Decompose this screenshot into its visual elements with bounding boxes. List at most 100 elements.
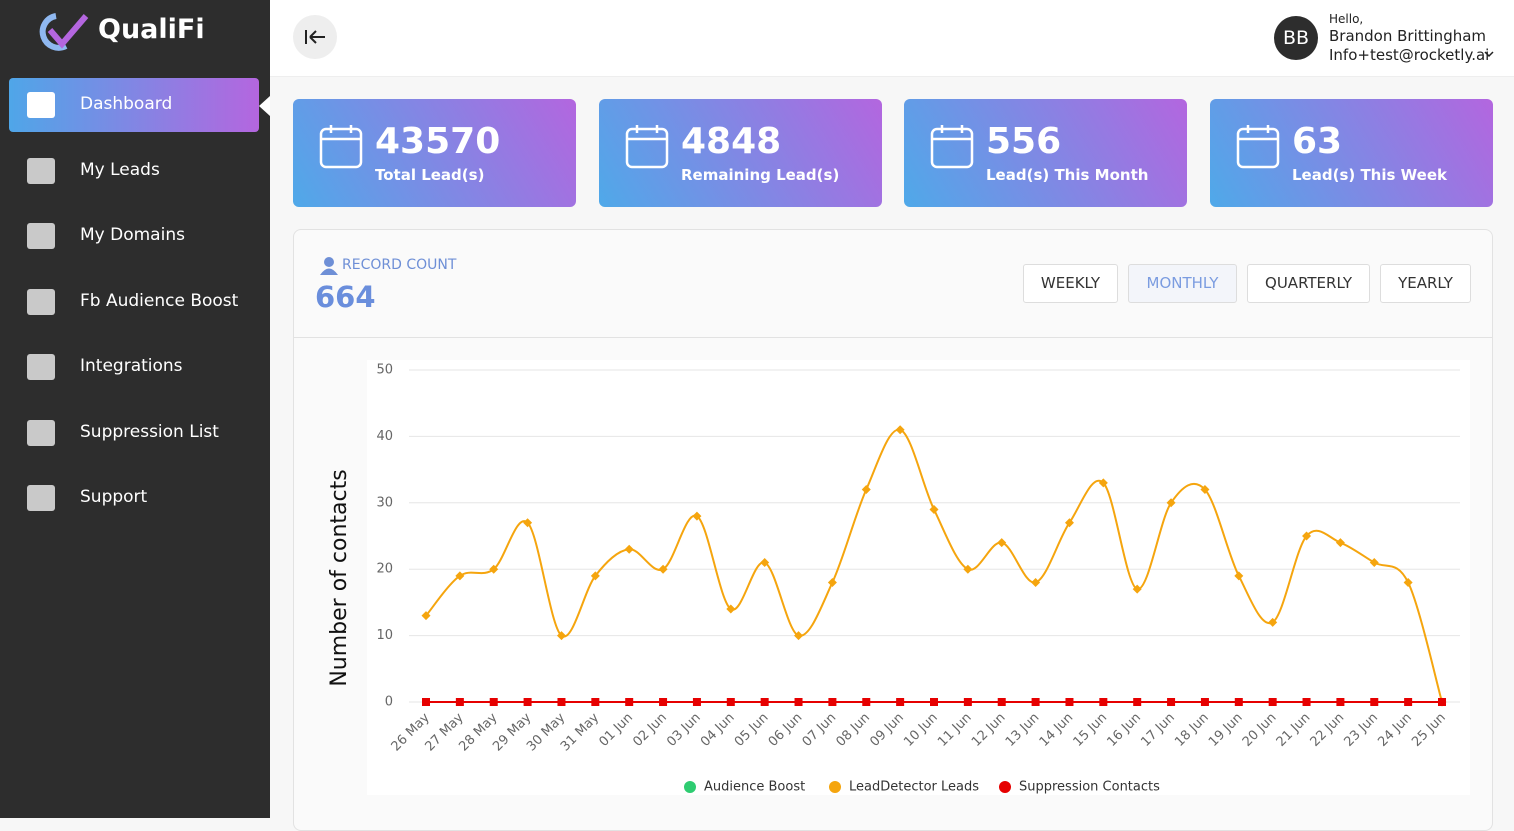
menu-icon	[27, 157, 55, 184]
y-axis-title: Number of contacts	[327, 469, 352, 686]
record-label: RECORD COUNT	[342, 257, 457, 273]
brand: QualiFi	[98, 14, 205, 45]
point	[827, 577, 837, 587]
stat-icon	[1236, 125, 1280, 169]
point	[997, 538, 1007, 548]
point	[929, 504, 939, 514]
point	[1302, 698, 1311, 706]
stat-value: 43570	[375, 121, 501, 162]
user-email[interactable]: Info+test@rocketly.ai	[1329, 46, 1490, 64]
stat-card: 556 Lead(s) This Month	[904, 99, 1187, 207]
point	[1370, 698, 1379, 706]
menu-icon	[27, 288, 55, 315]
menu-label: My Leads	[80, 159, 160, 180]
stat-value: 4848	[681, 121, 782, 162]
menu-item[interactable]: Integrations	[9, 340, 259, 394]
menu-item[interactable]: My Leads	[9, 144, 259, 198]
dropdown-caret[interactable]	[1484, 50, 1494, 58]
menu-icon	[27, 92, 55, 118]
point	[658, 564, 668, 574]
point	[523, 518, 533, 528]
menu-item[interactable]: My Domains	[9, 209, 259, 263]
point	[997, 698, 1006, 706]
point	[591, 698, 600, 706]
point	[1302, 531, 1312, 541]
menu-label: Suppression List	[80, 421, 219, 442]
point	[1167, 698, 1176, 706]
menu-icon	[27, 354, 55, 380]
point	[726, 698, 735, 706]
point	[1166, 498, 1176, 508]
greeting: Hello,	[1329, 12, 1364, 26]
top-bar: BB Hello, Brandon Brittingham Info+test@…	[270, 0, 1514, 77]
point	[726, 604, 736, 614]
point	[1403, 577, 1413, 587]
divider	[294, 337, 1492, 338]
point	[760, 558, 770, 568]
stat-value: 556	[986, 121, 1062, 162]
point	[1133, 698, 1142, 706]
legend-swatch	[684, 781, 696, 793]
menu-item[interactable]: Suppression List	[9, 406, 259, 460]
menu-icon	[27, 485, 55, 511]
point	[421, 611, 431, 621]
point	[692, 698, 701, 706]
legend-label: LeadDetector Leads	[849, 780, 979, 795]
point	[862, 698, 871, 706]
menu-label: My Domains	[80, 225, 185, 245]
point	[659, 698, 668, 706]
y-tick-label: 10	[376, 628, 393, 643]
period-button[interactable]: QUARTERLY	[1247, 264, 1370, 303]
sidebar: QualiFi Dashboard My Leads My Domains Fb Au…	[0, 0, 270, 818]
period-button[interactable]: WEEKLY	[1023, 264, 1118, 303]
menu-item[interactable]: Dashboard	[9, 78, 259, 132]
stat-label: Total Lead(s)	[375, 166, 485, 184]
user-icon	[320, 257, 338, 275]
point	[1031, 698, 1040, 706]
point	[523, 698, 532, 706]
active-pointer	[259, 96, 270, 116]
point	[861, 485, 871, 495]
legend-swatch	[829, 781, 841, 793]
menu-label: Fb Audience Boost	[80, 290, 239, 311]
point	[930, 698, 938, 706]
y-tick-label: 50	[376, 363, 393, 378]
point	[1098, 478, 1108, 488]
stat-label: Remaining Lead(s)	[681, 166, 840, 184]
legend-label: Suppression Contacts	[1019, 780, 1160, 795]
point	[760, 698, 769, 706]
point	[1031, 577, 1041, 587]
y-tick-label: 40	[376, 429, 393, 444]
point	[1200, 698, 1209, 706]
y-tick-label: 0	[385, 695, 393, 710]
y-tick-label: 30	[376, 495, 393, 510]
point	[1404, 698, 1413, 706]
plot-background	[367, 360, 1470, 795]
point	[455, 571, 465, 581]
point	[692, 511, 702, 521]
point	[794, 631, 804, 641]
period-button[interactable]: YEARLY	[1380, 264, 1471, 303]
point	[1335, 538, 1345, 548]
point	[489, 698, 498, 706]
menu-item[interactable]: Fb Audience Boost	[9, 275, 259, 329]
avatar[interactable]: BB	[1274, 16, 1318, 60]
stat-card: 4848 Remaining Lead(s)	[599, 99, 882, 207]
point	[1065, 698, 1074, 706]
stat-icon	[625, 125, 669, 169]
menu-icon	[27, 223, 55, 249]
legend-label: Audience Boost	[704, 780, 805, 795]
point	[422, 698, 430, 706]
stat-icon	[930, 125, 974, 169]
point	[1369, 558, 1379, 568]
point	[963, 564, 973, 574]
point	[1200, 485, 1210, 495]
point	[1234, 571, 1244, 581]
point	[1438, 698, 1446, 706]
stat-value: 63	[1292, 121, 1343, 162]
period-button[interactable]: MONTHLY	[1128, 264, 1237, 303]
point	[1336, 698, 1345, 706]
menu-item[interactable]: Support	[9, 471, 259, 525]
collapse-button[interactable]	[292, 15, 338, 61]
